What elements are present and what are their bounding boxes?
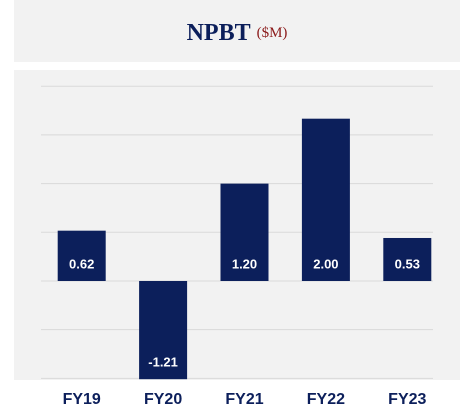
chart-subtitle: ($M) bbox=[257, 25, 288, 41]
bar bbox=[139, 280, 188, 380]
x-tick-label: FY21 bbox=[225, 391, 263, 408]
chart-title: NPBT bbox=[187, 20, 251, 46]
x-tick-label: FY19 bbox=[63, 391, 101, 408]
bar bbox=[57, 230, 106, 281]
value-label: 2.00 bbox=[313, 256, 338, 271]
x-tick-label: FY23 bbox=[388, 391, 426, 408]
title-band bbox=[14, 0, 460, 62]
bar bbox=[383, 237, 432, 281]
value-label: 1.20 bbox=[232, 256, 257, 271]
bar bbox=[301, 118, 350, 281]
value-label: 0.62 bbox=[69, 256, 94, 271]
bar bbox=[220, 183, 269, 281]
title-group: NPBT ($M) bbox=[187, 20, 288, 46]
x-tick-label: FY20 bbox=[144, 391, 182, 408]
x-tick-label: FY22 bbox=[307, 391, 345, 408]
value-label: 0.53 bbox=[395, 256, 420, 271]
value-label: -1.21 bbox=[148, 355, 178, 370]
